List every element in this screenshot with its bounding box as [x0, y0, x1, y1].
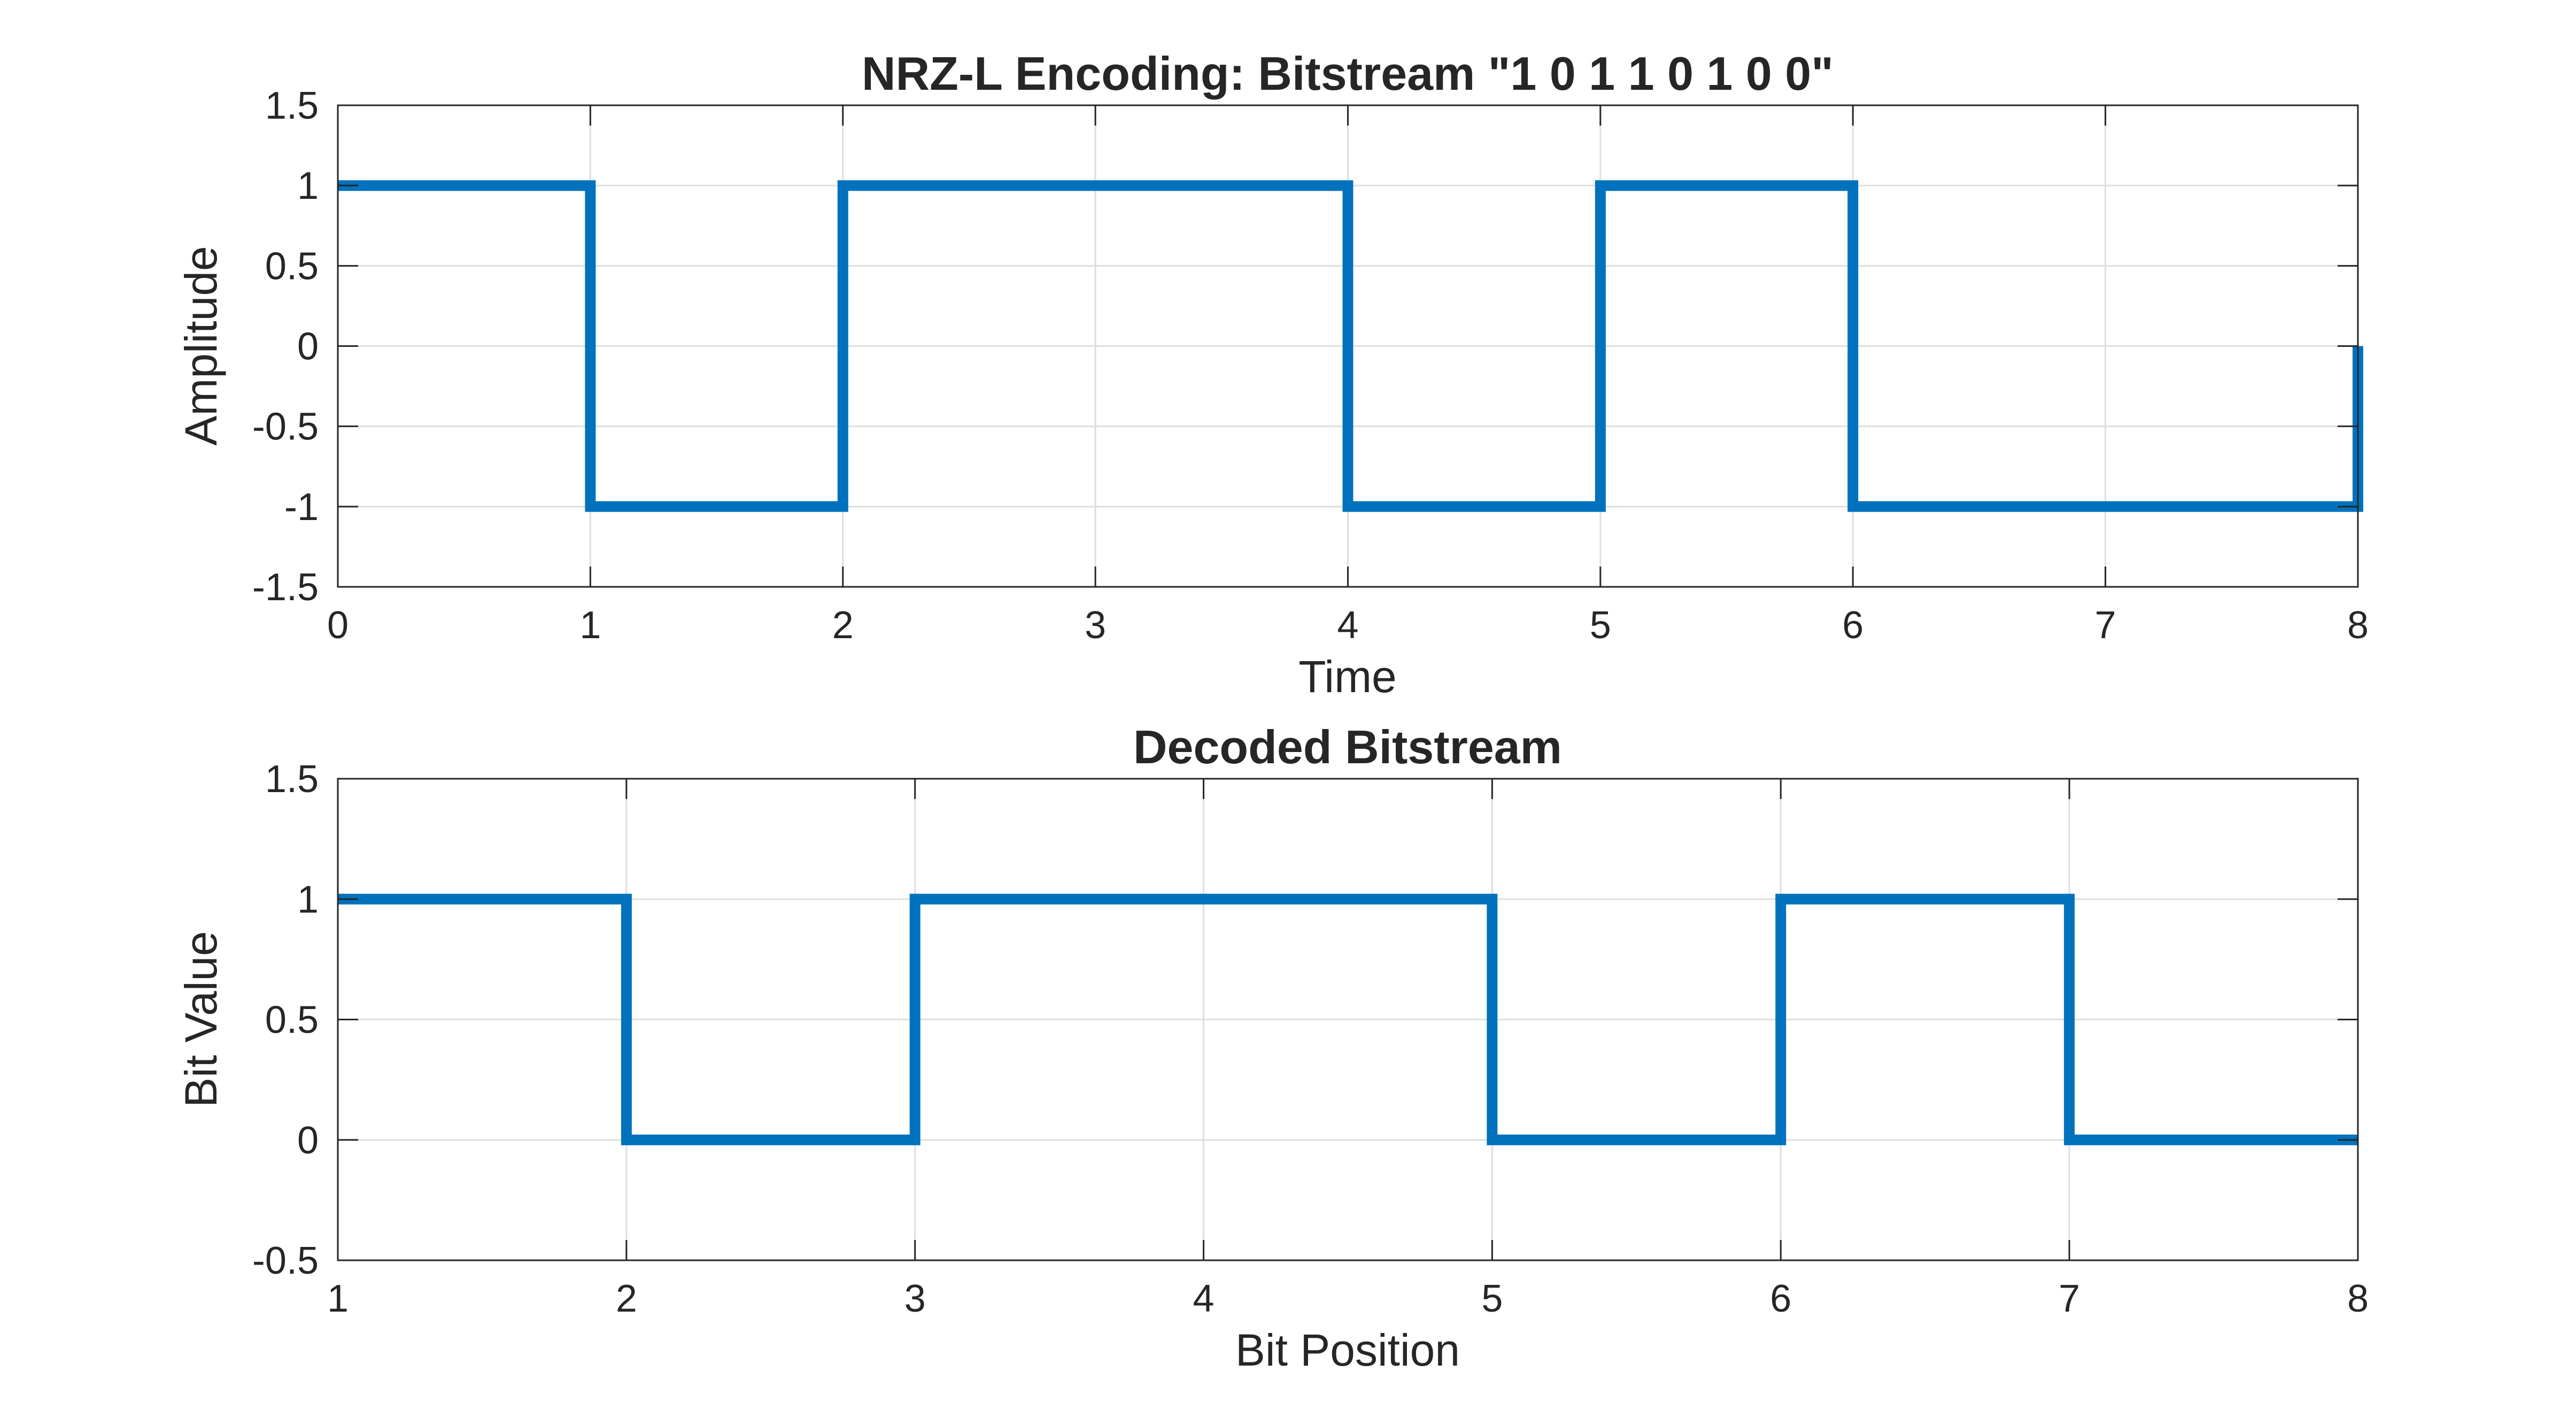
- x-tick-label: 2: [616, 1277, 637, 1320]
- x-tick-label: 8: [2347, 604, 2369, 647]
- x-tick-label: 1: [579, 604, 601, 647]
- y-tick-label: 1.5: [265, 84, 319, 127]
- x-tick-label: 4: [1337, 604, 1358, 647]
- y-tick-label: 0: [297, 325, 319, 368]
- x-tick-label: 0: [327, 604, 349, 647]
- y-tick-label: 0: [297, 1119, 319, 1162]
- chart-title: Decoded Bitstream: [1133, 720, 1562, 773]
- series-group: [338, 180, 2363, 512]
- x-tick-label: 5: [1481, 1277, 1503, 1320]
- y-tick-label: 0.5: [265, 999, 319, 1042]
- x-tick-label: 2: [832, 604, 854, 647]
- x-tick-label: 3: [904, 1277, 926, 1320]
- y-axis-label: Bit Value: [176, 931, 226, 1107]
- series-line: [338, 180, 2363, 512]
- y-tick-label: 1.5: [265, 758, 319, 801]
- y-tick-label: 0.5: [265, 245, 319, 288]
- x-tick-label: 6: [1770, 1277, 1791, 1320]
- x-axis-label: Time: [1298, 652, 1397, 702]
- subplot-nrz-l: 0 1 2 3 4 5 6 7 8 -1.5 -1 -0.5 0 0.5 1 1.5 NRZ-L Encodi…: [176, 47, 2369, 702]
- x-tick-label: 6: [1842, 604, 1863, 647]
- x-tick-label: 5: [1590, 604, 1611, 647]
- y-tick-label: -1: [284, 486, 319, 529]
- x-tick-label: 7: [2059, 1277, 2080, 1320]
- tick-marks: 1 2 3 4 5 6 7 8 -0.5 0 0.5 1 1.5: [252, 758, 2369, 1320]
- y-tick-label: -0.5: [252, 1239, 319, 1282]
- x-tick-label: 7: [2095, 604, 2116, 647]
- x-tick-label: 4: [1193, 1277, 1214, 1320]
- y-tick-label: -1.5: [252, 566, 319, 609]
- subplot-decoded: 1 2 3 4 5 6 7 8 -0.5 0 0.5 1 1.5 Decoded Bitstream B…: [176, 720, 2369, 1375]
- chart-title: NRZ-L Encoding: Bitstream "1 0 1 1 0 1 0…: [862, 47, 1834, 100]
- x-tick-label: 3: [1085, 604, 1106, 647]
- x-tick-label: 8: [2347, 1277, 2369, 1320]
- x-tick-label: 1: [327, 1277, 349, 1320]
- series-group: [338, 894, 2358, 1145]
- y-tick-label: -0.5: [252, 406, 319, 448]
- x-axis-label: Bit Position: [1235, 1325, 1460, 1375]
- y-tick-label: 1: [297, 878, 319, 921]
- y-tick-label: 1: [297, 165, 319, 207]
- series-line: [338, 894, 2358, 1145]
- y-axis-label: Amplitude: [176, 246, 226, 446]
- tick-marks: 0 1 2 3 4 5 6 7 8 -1.5 -1 -0.5 0 0.5 1 1.5: [252, 84, 2369, 647]
